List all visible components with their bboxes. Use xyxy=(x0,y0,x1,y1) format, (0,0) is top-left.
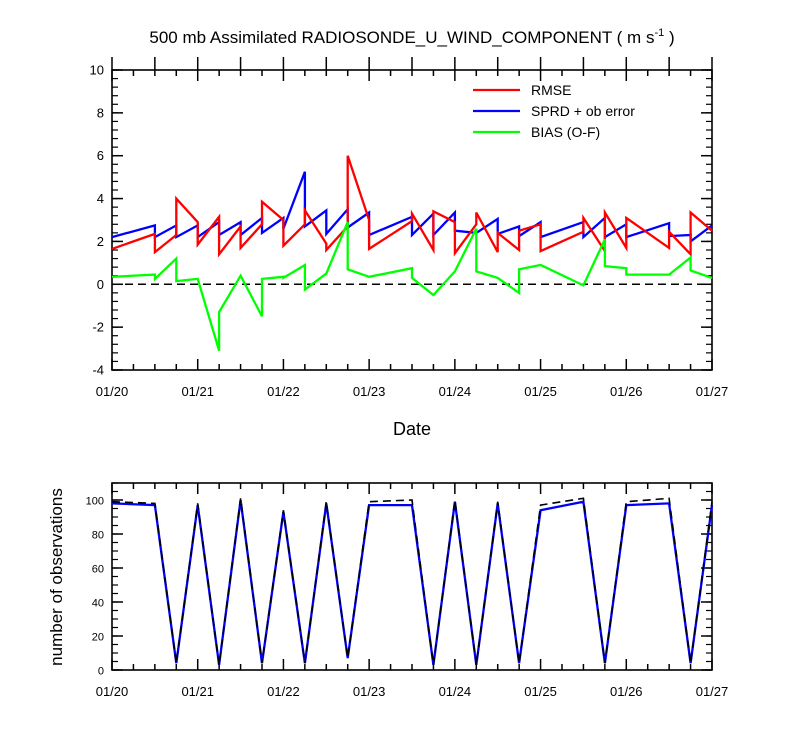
bottom-y-tick-label: 100 xyxy=(86,496,104,508)
top-y-tick-label: 4 xyxy=(97,191,104,206)
top-x-tick-label: 01/24 xyxy=(439,384,472,399)
bottom-x-tick-label: 01/23 xyxy=(353,684,386,699)
top-y-tick-label: 2 xyxy=(97,234,104,249)
top-y-tick-label: 10 xyxy=(90,63,104,78)
series-line-sprd-ob-error xyxy=(111,171,713,244)
bottom-series-lines xyxy=(111,497,714,666)
series-line-bias-o-f xyxy=(111,221,713,352)
bottom-y-tick-label: 60 xyxy=(92,564,104,576)
legend-label-rmse: RMSE xyxy=(531,82,571,98)
top-x-tick-label: 01/22 xyxy=(267,384,300,399)
x-axis-label: Date xyxy=(393,419,431,439)
bottom-y-tick-label: 20 xyxy=(92,632,104,644)
title-superscript: -1 xyxy=(654,27,664,39)
bottom-x-tick-label: 01/24 xyxy=(439,684,472,699)
legend-label-bias-o-f: BIAS (O-F) xyxy=(531,124,600,140)
top-axis-ticks: 01/20 01/21 01/22 01/23 01/24 01/25 01/26 01/27… xyxy=(90,57,729,399)
top-x-tick-label: 01/23 xyxy=(353,384,386,399)
bottom-axis-ticks: 01/20 01/21 01/22 01/23 01/24 01/25 01/26 01/27… xyxy=(86,482,729,699)
series-line-rmse xyxy=(111,155,713,258)
legend: RMSE SPRD + ob error BIAS (O-F) xyxy=(473,82,635,140)
top-y-tick-label: 6 xyxy=(97,148,104,163)
legend-label-sprd-ob-error: SPRD + ob error xyxy=(531,103,635,119)
bottom-x-tick-label: 01/20 xyxy=(96,684,129,699)
bottom-y-tick-label: 80 xyxy=(92,530,104,542)
bottom-x-tick-label: 01/21 xyxy=(181,684,214,699)
top-x-tick-label: 01/21 xyxy=(181,384,214,399)
chart-title: 500 mb Assimilated RADIOSONDE_U_WIND_COM… xyxy=(149,27,674,47)
top-x-tick-label: 01/20 xyxy=(96,384,129,399)
top-x-tick-label: 01/27 xyxy=(696,384,729,399)
top-x-tick-label: 01/26 xyxy=(610,384,643,399)
top-y-tick-label: -2 xyxy=(92,320,104,335)
bottom-y-tick-label: 0 xyxy=(98,666,104,678)
series-line-possible xyxy=(111,497,713,666)
bottom-x-tick-label: 01/27 xyxy=(696,684,729,699)
bottom-y-tick-label: 40 xyxy=(92,598,104,610)
top-plot: 01/20 01/21 01/22 01/23 01/24 01/25 01/26 01/27… xyxy=(90,57,729,399)
series-line-assimilated xyxy=(111,499,714,666)
bottom-x-tick-label: 01/22 xyxy=(267,684,300,699)
top-series-lines xyxy=(111,155,713,352)
top-y-tick-label: -4 xyxy=(92,363,104,378)
y-axis-label-observations: number of observations xyxy=(47,488,66,666)
title-end: ) xyxy=(664,28,674,47)
top-y-tick-label: 0 xyxy=(97,277,104,292)
top-x-tick-label: 01/25 xyxy=(524,384,557,399)
top-y-tick-label: 8 xyxy=(97,105,104,120)
bottom-x-tick-label: 01/26 xyxy=(610,684,643,699)
bottom-plot: 01/20 01/21 01/22 01/23 01/24 01/25 01/26 01/27… xyxy=(86,482,729,699)
bottom-x-tick-label: 01/25 xyxy=(524,684,557,699)
